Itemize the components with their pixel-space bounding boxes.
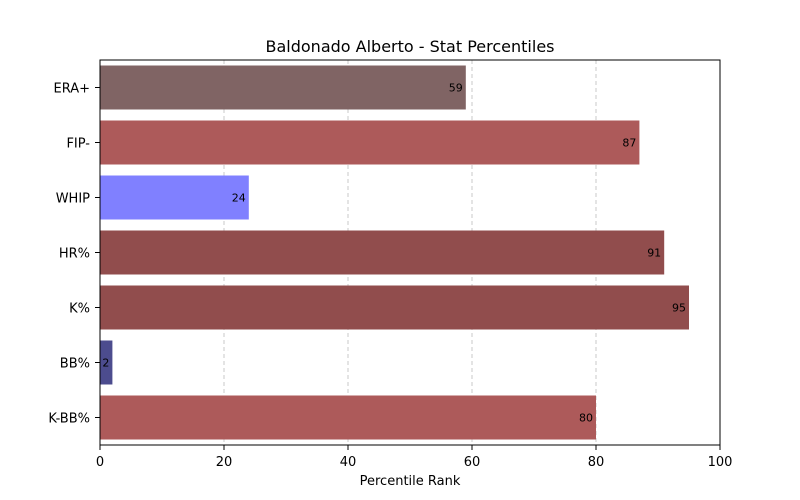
x-tick-label: 20 [216,455,233,470]
y-axis: ERA+ FIP- WHIP HR% K% BB% K-BB% [48,82,100,427]
x-tick-label: 40 [340,455,357,470]
bar [100,395,596,440]
data-label: 80 [579,412,593,425]
data-label: 24 [232,192,246,205]
data-label: 59 [449,82,463,95]
bars [100,65,689,440]
data-label: 95 [672,302,686,315]
y-tick-label: WHIP [56,192,90,207]
y-tick-label: HR% [59,247,90,262]
data-label: 91 [647,247,661,260]
x-tick-label: 60 [464,455,481,470]
bar [100,175,249,220]
y-tick-label: K-BB% [48,412,90,427]
y-tick-label: K% [69,302,90,317]
bar [100,230,665,275]
x-tick-label: 100 [708,455,733,470]
x-axis-label: Percentile Rank [360,474,461,489]
bar [100,285,689,330]
data-label: 2 [102,357,109,370]
y-tick-label: BB% [60,357,90,372]
data-labels: 59 87 24 91 95 2 80 [102,82,686,425]
x-tick-label: 0 [96,455,104,470]
x-axis: 0 20 40 60 80 100 [96,445,733,470]
chart-title: Baldonado Alberto - Stat Percentiles [266,37,555,56]
bar [100,340,113,385]
bar [100,120,640,165]
data-label: 87 [622,137,636,150]
y-tick-label: FIP- [66,137,90,152]
bar [100,65,466,110]
x-tick-label: 80 [588,455,605,470]
y-tick-label: ERA+ [53,82,90,97]
